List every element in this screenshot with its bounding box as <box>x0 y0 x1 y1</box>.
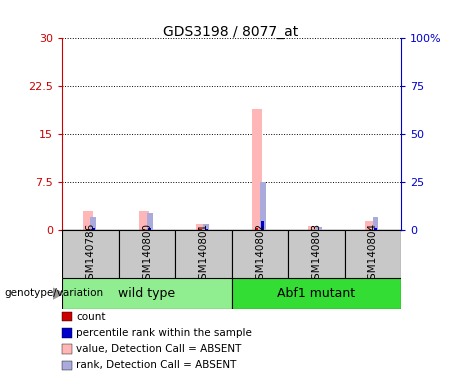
Text: GDS3198 / 8077_at: GDS3198 / 8077_at <box>163 25 298 39</box>
Bar <box>205 229 207 230</box>
Bar <box>62 278 231 309</box>
Bar <box>365 221 375 230</box>
Text: GSM140803: GSM140803 <box>311 223 321 286</box>
Bar <box>90 217 96 230</box>
Bar <box>62 230 118 278</box>
Text: genotype/variation: genotype/variation <box>5 288 104 298</box>
Polygon shape <box>53 288 63 299</box>
Bar <box>86 229 89 230</box>
Text: GSM140800: GSM140800 <box>142 223 152 286</box>
Bar <box>252 109 262 230</box>
Bar <box>83 211 93 230</box>
Bar <box>261 221 264 230</box>
Bar <box>374 228 377 230</box>
Bar <box>373 217 378 230</box>
Text: count: count <box>76 312 106 322</box>
Bar <box>147 213 153 230</box>
Bar <box>139 211 149 230</box>
Bar <box>199 229 202 230</box>
Text: value, Detection Call = ABSENT: value, Detection Call = ABSENT <box>76 344 242 354</box>
Bar <box>195 224 206 230</box>
Bar <box>256 228 258 230</box>
Bar <box>288 230 344 278</box>
Text: Abf1 mutant: Abf1 mutant <box>278 287 355 300</box>
Bar <box>231 278 401 309</box>
Bar <box>148 227 151 230</box>
Text: wild type: wild type <box>118 287 176 300</box>
Text: GSM140786: GSM140786 <box>85 223 95 286</box>
Bar <box>118 230 175 278</box>
Bar <box>308 226 319 230</box>
Bar <box>231 230 288 278</box>
Bar <box>316 227 322 230</box>
Text: GSM140802: GSM140802 <box>255 223 265 286</box>
Bar <box>143 229 145 230</box>
Bar <box>175 230 231 278</box>
Bar <box>92 228 95 230</box>
Text: percentile rank within the sample: percentile rank within the sample <box>76 328 252 338</box>
Bar <box>203 223 209 230</box>
Text: GSM140804: GSM140804 <box>368 223 378 286</box>
Text: GSM140801: GSM140801 <box>198 223 208 286</box>
Bar <box>369 229 371 230</box>
Bar <box>260 182 266 230</box>
Bar <box>344 230 401 278</box>
Text: rank, Detection Call = ABSENT: rank, Detection Call = ABSENT <box>76 360 236 370</box>
